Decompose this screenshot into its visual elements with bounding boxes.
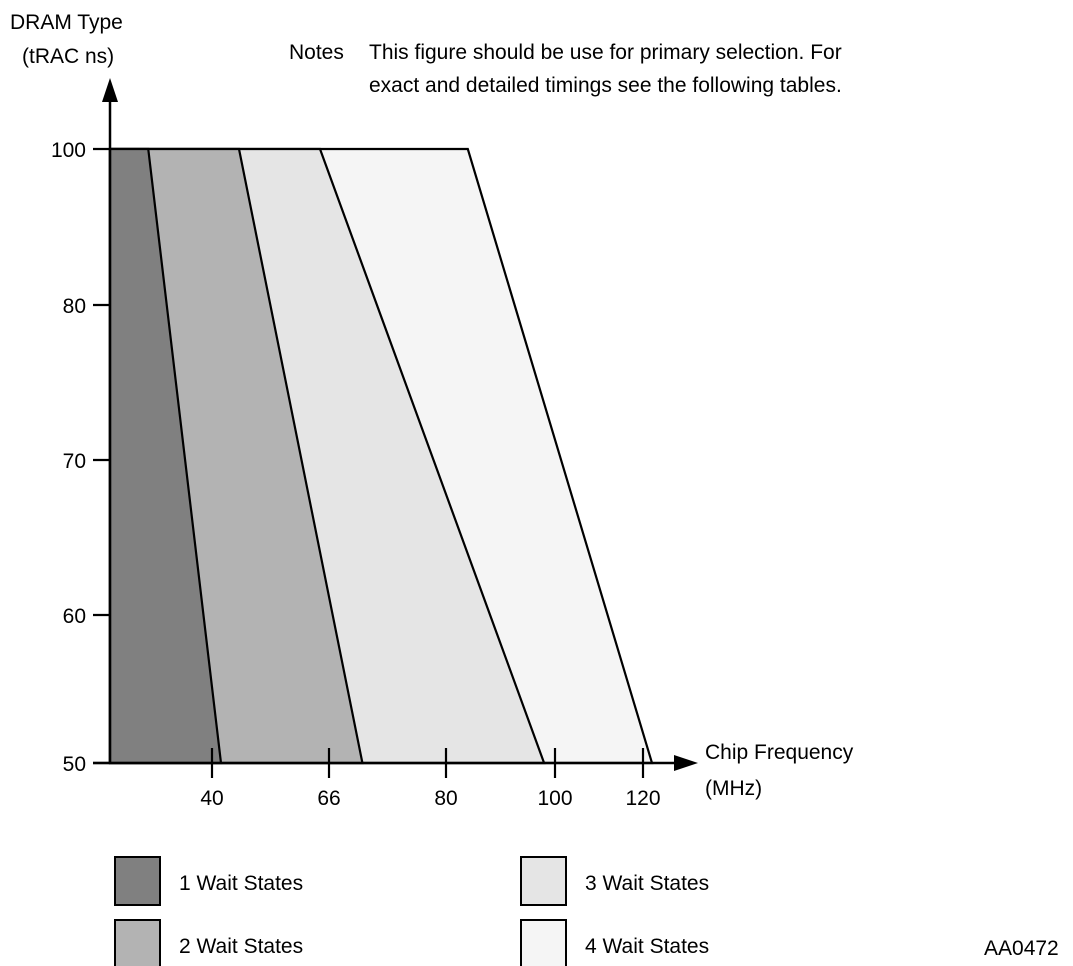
- x-tick-label: 120: [625, 787, 660, 810]
- x-axis-arrow: [674, 755, 698, 771]
- legend-item: 3 Wait States: [520, 856, 709, 906]
- legend-label: 4 Wait States: [585, 935, 709, 958]
- legend-label: 3 Wait States: [585, 872, 709, 895]
- legend-swatch: [114, 919, 161, 966]
- x-axis-label-line1: Chip Frequency: [705, 741, 854, 764]
- y-axis-arrow: [102, 78, 118, 102]
- x-tick-label: 100: [537, 787, 572, 810]
- y-ticks: 50 60 70 80 100: [51, 139, 110, 776]
- y-tick-label: 60: [63, 605, 86, 628]
- x-ticks: 40 66 80 100 120: [200, 748, 661, 810]
- legend-label: 1 Wait States: [179, 872, 303, 895]
- figure-id: AA0472: [984, 937, 1059, 960]
- legend-item: 1 Wait States: [114, 856, 303, 906]
- legend: 1 Wait States 2 Wait States 3 Wait States 4…: [114, 856, 709, 966]
- y-axis-label-line1: DRAM Type: [10, 11, 123, 34]
- notes-line2: exact and detailed timings see the follo…: [369, 74, 842, 97]
- legend-swatch: [520, 856, 567, 906]
- y-tick-label: 100: [51, 139, 86, 162]
- legend-item: 2 Wait States: [114, 919, 303, 966]
- legend-swatch: [520, 919, 567, 966]
- y-tick-label: 50: [63, 753, 86, 776]
- x-tick-label: 66: [317, 787, 340, 810]
- y-axis-label-line2: (tRAC ns): [22, 45, 114, 68]
- x-axis-label-line2: (MHz): [705, 777, 762, 800]
- notes-label: Notes: [289, 41, 344, 64]
- x-tick-label: 40: [200, 787, 223, 810]
- legend-swatch: [114, 856, 161, 906]
- legend-label: 2 Wait States: [179, 935, 303, 958]
- notes-line1: This figure should be use for primary se…: [369, 41, 842, 64]
- legend-item: 4 Wait States: [520, 919, 709, 966]
- x-tick-label: 80: [434, 787, 457, 810]
- wait-state-regions: [108, 147, 654, 765]
- y-tick-label: 70: [63, 450, 86, 473]
- y-tick-label: 80: [63, 295, 86, 318]
